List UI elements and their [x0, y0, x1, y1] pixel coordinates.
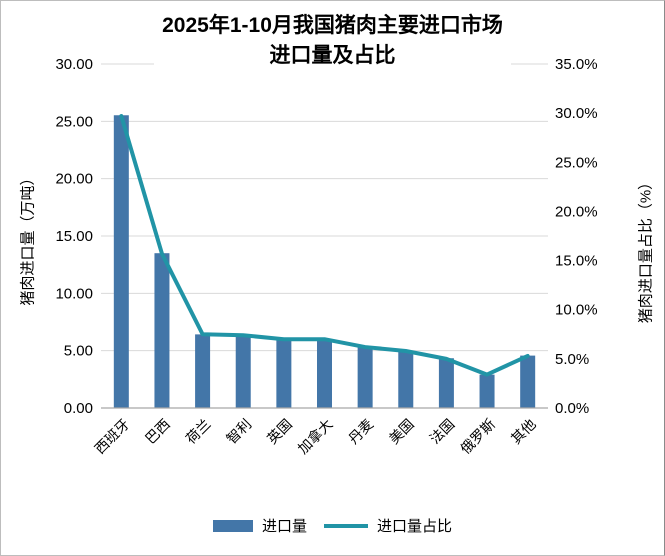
y-axis-tick-left: 30.00: [55, 56, 93, 73]
x-axis-label: 其他: [508, 416, 539, 447]
bar-英国: [276, 338, 292, 408]
bar-巴西: [154, 253, 170, 408]
share-line: [119, 114, 530, 377]
x-axis-label: 西班牙: [91, 416, 132, 457]
y-axis-tick-left: 25.00: [55, 113, 93, 130]
legend-bar-label: 进口量: [261, 518, 307, 535]
right-axis-title: 猪肉进口量占比（%）: [637, 174, 655, 324]
bar-荷兰: [195, 334, 211, 408]
y-axis-tick-left: 5.00: [64, 343, 93, 360]
legend-line-swatch-icon: [324, 523, 368, 528]
chart-title-line1: 2025年1-10月我国猪肉主要进口市场: [162, 14, 503, 37]
bar-俄罗斯: [479, 374, 495, 408]
bar-西班牙: [113, 115, 129, 409]
legend-bar-swatch-icon: [212, 519, 253, 532]
chart-title: 2025年1-10月我国猪肉主要进口市场 进口量及占比: [1, 11, 664, 71]
x-axis-label: 巴西: [142, 416, 173, 447]
y-axis-tick-right: 25.0%: [555, 154, 598, 171]
y-axis-tick-right: 20.0%: [555, 203, 598, 220]
y-axis-tick-left: 15.00: [55, 228, 93, 245]
x-axis-label: 智利: [223, 416, 254, 447]
y-axis-tick-right: 35.0%: [555, 56, 598, 73]
x-axis-label: 荷兰: [183, 416, 214, 447]
bar-智利: [235, 334, 251, 408]
y-axis-tick-right: 15.0%: [555, 253, 598, 270]
y-axis-tick-right: 30.0%: [555, 105, 598, 122]
bar-美国: [398, 350, 414, 408]
x-axis-label: 俄罗斯: [457, 416, 498, 457]
y-axis-tick-right: 0.0%: [555, 400, 589, 417]
left-axis-title: 猪肉进口量（万吨）: [19, 170, 37, 306]
x-axis-label: 丹麦: [345, 416, 376, 447]
y-axis-tick-left: 10.00: [55, 285, 93, 302]
y-axis-tick-right: 10.0%: [555, 302, 598, 319]
bar-法国: [438, 358, 454, 408]
y-axis-tick-right: 5.0%: [555, 351, 589, 368]
x-axis-label: 加拿大: [295, 416, 336, 457]
y-axis-tick-left: 0.00: [64, 400, 93, 417]
y-axis-tick-left: 20.00: [55, 171, 93, 188]
legend: 进口量 进口量占比: [1, 515, 664, 536]
legend-line-label: 进口量占比: [377, 518, 453, 535]
bar-丹麦: [357, 346, 373, 408]
chart-title-line2: 进口量及占比: [269, 44, 396, 67]
bar-其他: [520, 355, 536, 408]
x-axis-label: 美国: [386, 416, 417, 447]
x-axis-label: 法国: [426, 416, 457, 447]
bar-加拿大: [317, 339, 332, 408]
x-axis-label: 英国: [264, 416, 295, 447]
